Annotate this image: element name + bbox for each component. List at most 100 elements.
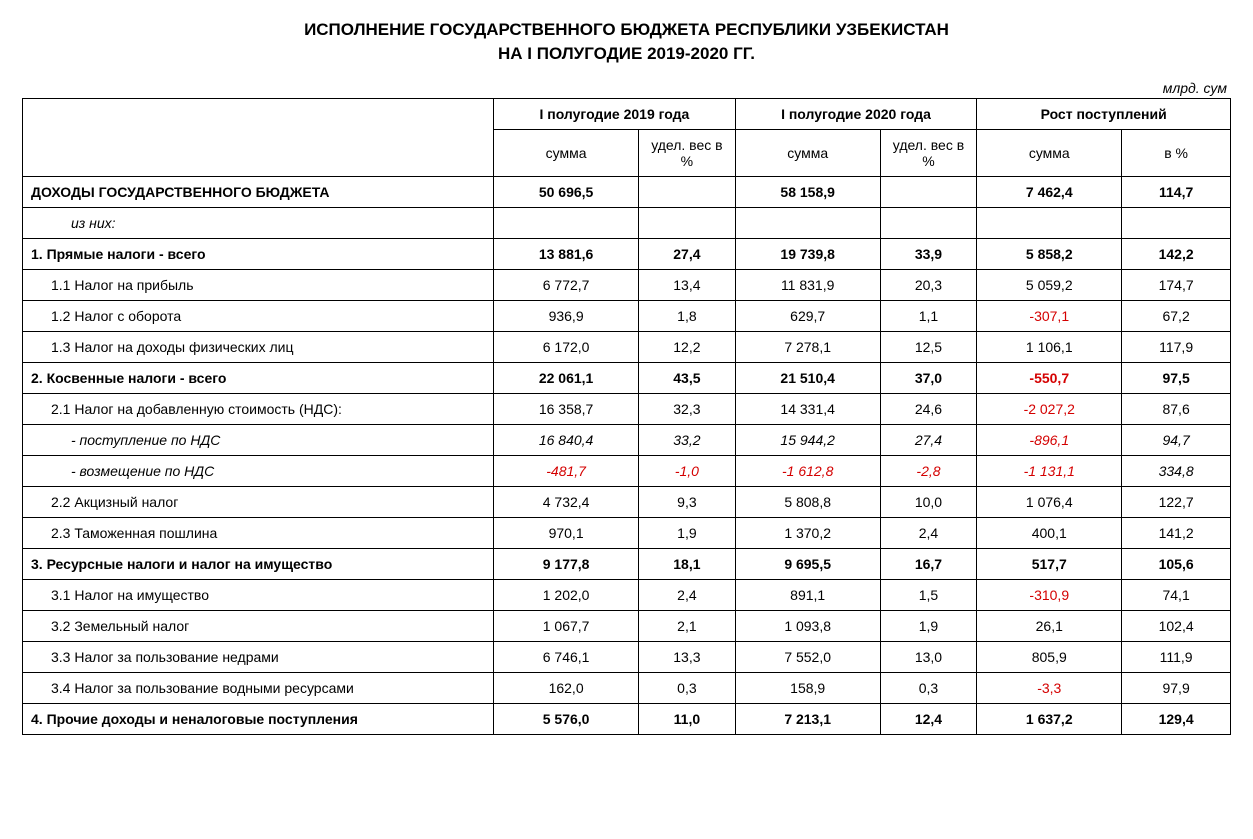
cell-s19: 5 576,0 bbox=[494, 703, 639, 734]
cell-s20: 1 093,8 bbox=[735, 610, 880, 641]
cell-p20: 16,7 bbox=[880, 548, 977, 579]
cell-gs: 1 637,2 bbox=[977, 703, 1122, 734]
cell-s20: 19 739,8 bbox=[735, 238, 880, 269]
row-label: ДОХОДЫ ГОСУДАРСТВЕННОГО БЮДЖЕТА bbox=[23, 176, 494, 207]
cell-gs: -310,9 bbox=[977, 579, 1122, 610]
cell-s20: 14 331,4 bbox=[735, 393, 880, 424]
cell-gp: 97,9 bbox=[1122, 672, 1231, 703]
row-label: 3.3 Налог за пользование недрами bbox=[23, 641, 494, 672]
cell-gs: 517,7 bbox=[977, 548, 1122, 579]
table-row: 2.3 Таможенная пошлина970,11,91 370,22,4… bbox=[23, 517, 1231, 548]
cell-s19 bbox=[494, 207, 639, 238]
table-row: 1. Прямые налоги - всего13 881,627,419 7… bbox=[23, 238, 1231, 269]
cell-s19: 16 840,4 bbox=[494, 424, 639, 455]
cell-p19: 2,1 bbox=[639, 610, 736, 641]
row-label: 2. Косвенные налоги - всего bbox=[23, 362, 494, 393]
row-label: 3.1 Налог на имущество bbox=[23, 579, 494, 610]
cell-s20: 1 370,2 bbox=[735, 517, 880, 548]
cell-gs: 26,1 bbox=[977, 610, 1122, 641]
cell-gs: -550,7 bbox=[977, 362, 1122, 393]
cell-s20: 629,7 bbox=[735, 300, 880, 331]
table-row: 3.4 Налог за пользование водными ресурса… bbox=[23, 672, 1231, 703]
cell-p20: 24,6 bbox=[880, 393, 977, 424]
cell-p19: 11,0 bbox=[639, 703, 736, 734]
cell-p20: 10,0 bbox=[880, 486, 977, 517]
header-2020-share: удел. вес в % bbox=[880, 129, 977, 176]
cell-p19: 1,9 bbox=[639, 517, 736, 548]
cell-p20: 13,0 bbox=[880, 641, 977, 672]
cell-gp: 105,6 bbox=[1122, 548, 1231, 579]
table-row: 3.2 Земельный налог1 067,72,11 093,81,92… bbox=[23, 610, 1231, 641]
header-2019: I полугодие 2019 года bbox=[494, 98, 736, 129]
table-body: ДОХОДЫ ГОСУДАРСТВЕННОГО БЮДЖЕТА50 696,55… bbox=[23, 176, 1231, 734]
table-row: 3.3 Налог за пользование недрами6 746,11… bbox=[23, 641, 1231, 672]
cell-s20: 58 158,9 bbox=[735, 176, 880, 207]
table-row: 1.3 Налог на доходы физических лиц6 172,… bbox=[23, 331, 1231, 362]
header-2020-sum: сумма bbox=[735, 129, 880, 176]
table-row: 3. Ресурсные налоги и налог на имущество… bbox=[23, 548, 1231, 579]
cell-gp: 94,7 bbox=[1122, 424, 1231, 455]
cell-gp: 334,8 bbox=[1122, 455, 1231, 486]
cell-p19: 32,3 bbox=[639, 393, 736, 424]
cell-s19: 1 202,0 bbox=[494, 579, 639, 610]
cell-gs: 1 106,1 bbox=[977, 331, 1122, 362]
cell-p19: 13,4 bbox=[639, 269, 736, 300]
cell-p20: 12,5 bbox=[880, 331, 977, 362]
cell-gp: 87,6 bbox=[1122, 393, 1231, 424]
cell-gp: 129,4 bbox=[1122, 703, 1231, 734]
cell-s19: 6 772,7 bbox=[494, 269, 639, 300]
cell-s20: 11 831,9 bbox=[735, 269, 880, 300]
cell-p19: 27,4 bbox=[639, 238, 736, 269]
cell-s20: 9 695,5 bbox=[735, 548, 880, 579]
cell-gs bbox=[977, 207, 1122, 238]
cell-p19: 9,3 bbox=[639, 486, 736, 517]
cell-p19: 13,3 bbox=[639, 641, 736, 672]
table-row: 2.2 Акцизный налог4 732,49,35 808,810,01… bbox=[23, 486, 1231, 517]
cell-s20: 5 808,8 bbox=[735, 486, 880, 517]
cell-p19 bbox=[639, 176, 736, 207]
cell-gs: 400,1 bbox=[977, 517, 1122, 548]
cell-gs: 7 462,4 bbox=[977, 176, 1122, 207]
cell-gp: 74,1 bbox=[1122, 579, 1231, 610]
cell-s20: 7 278,1 bbox=[735, 331, 880, 362]
table-row: 1.2 Налог с оборота936,91,8629,71,1-307,… bbox=[23, 300, 1231, 331]
row-label: 1.2 Налог с оборота bbox=[23, 300, 494, 331]
cell-p20: -2,8 bbox=[880, 455, 977, 486]
cell-s20: 15 944,2 bbox=[735, 424, 880, 455]
table-row: 2.1 Налог на добавленную стоимость (НДС)… bbox=[23, 393, 1231, 424]
cell-p20: 2,4 bbox=[880, 517, 977, 548]
cell-p19: -1,0 bbox=[639, 455, 736, 486]
row-label: из них: bbox=[23, 207, 494, 238]
cell-p20: 1,1 bbox=[880, 300, 977, 331]
title-line-2: НА I ПОЛУГОДИЕ 2019-2020 ГГ. bbox=[498, 44, 755, 63]
row-label: 2.1 Налог на добавленную стоимость (НДС)… bbox=[23, 393, 494, 424]
cell-gp: 114,7 bbox=[1122, 176, 1231, 207]
table-row: 4. Прочие доходы и неналоговые поступлен… bbox=[23, 703, 1231, 734]
cell-p19: 33,2 bbox=[639, 424, 736, 455]
cell-s19: -481,7 bbox=[494, 455, 639, 486]
header-blank bbox=[23, 98, 494, 176]
header-2020: I полугодие 2020 года bbox=[735, 98, 977, 129]
cell-gp: 102,4 bbox=[1122, 610, 1231, 641]
cell-gs: -1 131,1 bbox=[977, 455, 1122, 486]
cell-p19: 12,2 bbox=[639, 331, 736, 362]
cell-gs: 805,9 bbox=[977, 641, 1122, 672]
header-2019-sum: сумма bbox=[494, 129, 639, 176]
cell-p20: 27,4 bbox=[880, 424, 977, 455]
cell-gp: 174,7 bbox=[1122, 269, 1231, 300]
cell-s20: 21 510,4 bbox=[735, 362, 880, 393]
cell-s20: 7 552,0 bbox=[735, 641, 880, 672]
cell-p19: 2,4 bbox=[639, 579, 736, 610]
cell-p20: 1,9 bbox=[880, 610, 977, 641]
row-label: 4. Прочие доходы и неналоговые поступлен… bbox=[23, 703, 494, 734]
cell-gs: -896,1 bbox=[977, 424, 1122, 455]
cell-gp bbox=[1122, 207, 1231, 238]
header-growth: Рост поступлений bbox=[977, 98, 1231, 129]
cell-s20: 7 213,1 bbox=[735, 703, 880, 734]
cell-s19: 16 358,7 bbox=[494, 393, 639, 424]
cell-s19: 1 067,7 bbox=[494, 610, 639, 641]
header-2019-share: удел. вес в % bbox=[639, 129, 736, 176]
cell-p20: 1,5 bbox=[880, 579, 977, 610]
title-line-1: ИСПОЛНЕНИЕ ГОСУДАРСТВЕННОГО БЮДЖЕТА РЕСП… bbox=[304, 20, 949, 39]
cell-s19: 22 061,1 bbox=[494, 362, 639, 393]
